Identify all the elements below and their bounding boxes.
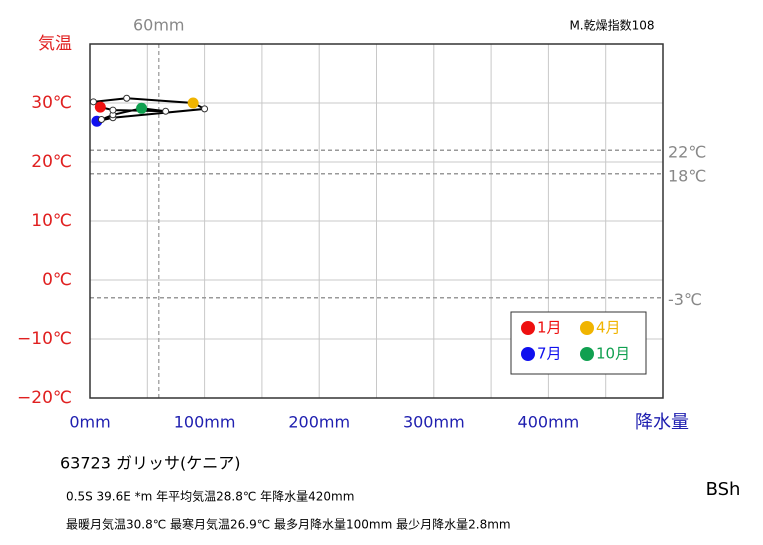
info-line: 0.5S 39.6E *m 年平均気温28.8℃ 年降水量420mm (66, 489, 354, 504)
reference-label: -3℃ (668, 290, 702, 309)
x-tick-label: 200mm (288, 413, 350, 432)
legend-label: 4月 (596, 319, 621, 337)
y-tick-label: 0℃ (42, 270, 72, 290)
legend-label: 7月 (537, 345, 562, 363)
point (89, 98, 97, 106)
legend-label: 10月 (596, 345, 630, 363)
x-tick-label: 0mm (69, 413, 110, 432)
highlight-point (187, 97, 199, 109)
point (201, 105, 209, 113)
x-tick-label: 400mm (518, 413, 580, 432)
reference-label: 60mm (133, 16, 185, 35)
legend-marker (580, 321, 594, 335)
climate-class: BSh (706, 479, 741, 500)
y-tick-label: 10℃ (31, 211, 72, 231)
point (97, 116, 105, 124)
station: 63723 ガリッサ(ケニア) (60, 454, 240, 473)
x-axis-label: 降水量 (635, 412, 689, 433)
legend-label: 1月 (537, 319, 562, 337)
highlight-point (94, 101, 106, 113)
legend-marker (521, 321, 535, 335)
y-axis-label: 気温 (38, 34, 72, 54)
y-tick-label: 20℃ (31, 152, 72, 172)
point (123, 94, 131, 102)
legend-marker (521, 347, 535, 361)
y-tick-label: 30℃ (31, 93, 72, 113)
reference-label: 18℃ (668, 166, 706, 185)
y-tick-label: −10℃ (17, 329, 72, 349)
info-line: 最暖月気温30.8℃ 最寒月気温26.9℃ 最多月降水量100mm 最少月降水量… (66, 517, 511, 532)
y-tick-label: −20℃ (17, 388, 72, 408)
highlight-point (136, 102, 148, 114)
point (109, 106, 117, 114)
x-tick-label: 100mm (174, 413, 236, 432)
legend-marker (580, 347, 594, 361)
corner-note: M.乾燥指数108 (569, 18, 654, 33)
legend-box (510, 311, 647, 375)
point (162, 107, 170, 115)
reference-label: 22℃ (668, 143, 706, 162)
plot-frame (89, 43, 664, 399)
x-tick-label: 300mm (403, 413, 465, 432)
